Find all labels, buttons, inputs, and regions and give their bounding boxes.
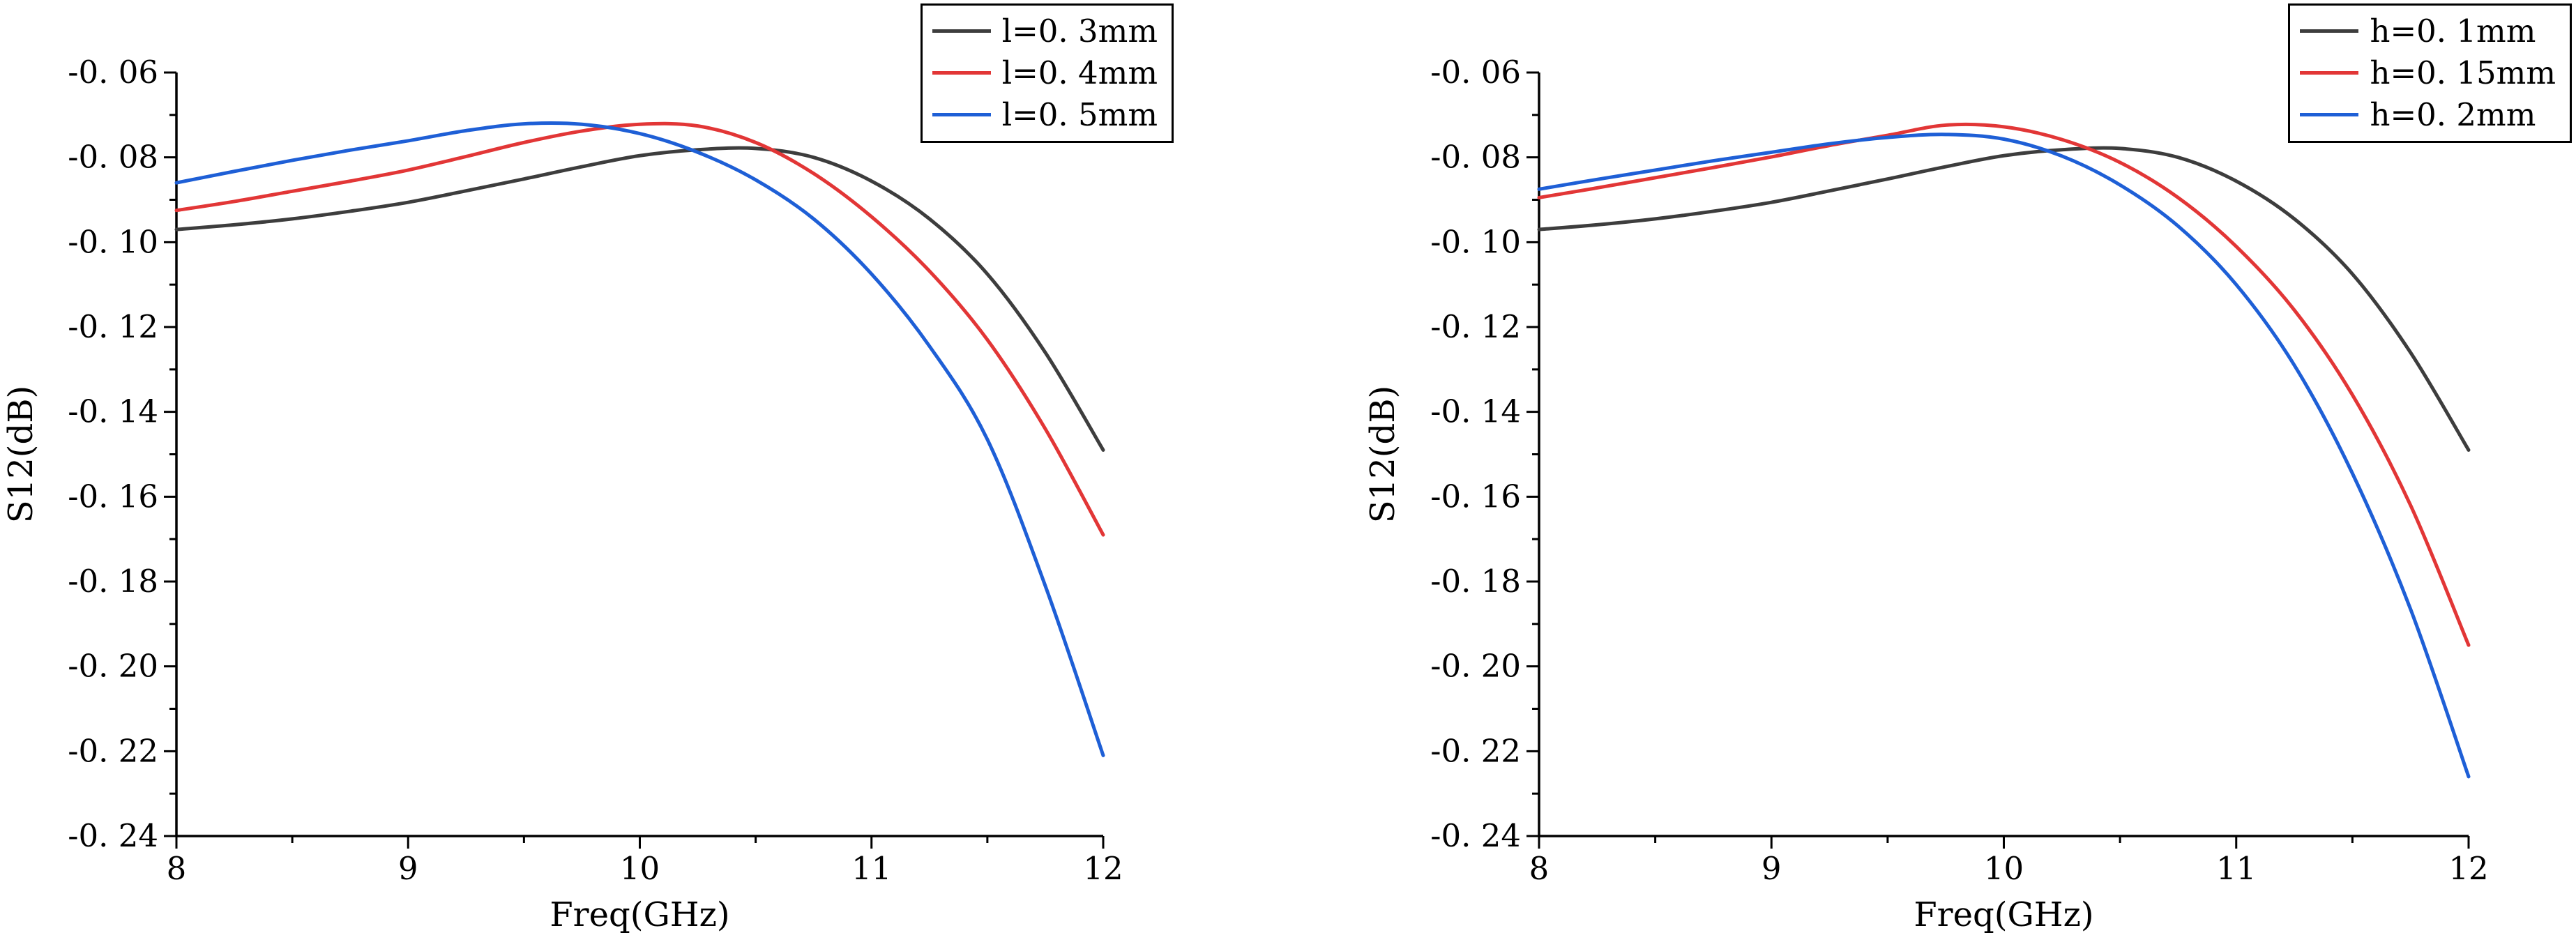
series-line [174, 121, 1105, 757]
x-tick-label: 8 [1529, 850, 1550, 887]
legend-line-swatch [932, 112, 991, 116]
series-line [1537, 146, 2471, 452]
axes [1538, 73, 2469, 837]
x-axis-title: Freq(GHz) [1914, 895, 2093, 934]
y-tick-label: -0. 20 [1430, 648, 1521, 685]
series-line [1537, 122, 2471, 647]
tick-labels: 8 9 10 11 12 -0. 06 -0. 08 -0. 10 -0. 12 -0. 14 -0… [68, 54, 1123, 887]
x-tick-label: 10 [620, 850, 660, 887]
legend-item: l=0. 3mm [932, 10, 1158, 52]
y-tick-label: -0. 12 [1430, 308, 1521, 345]
legend-label: l=0. 5mm [1001, 96, 1158, 133]
x-tick-label: 11 [851, 850, 891, 887]
y-tick-label: -0. 08 [68, 139, 158, 176]
legend-line-swatch [2300, 112, 2359, 116]
x-tick-label: 9 [398, 850, 418, 887]
y-tick-label: -0. 16 [1430, 478, 1521, 515]
x-tick-label: 10 [1984, 850, 2024, 887]
legend-label: h=0. 2mm [2370, 96, 2536, 133]
legend-line-swatch [932, 29, 991, 33]
legend-label: h=0. 1mm [2370, 12, 2536, 50]
series-line [174, 121, 1105, 537]
y-tick-label: -0. 14 [68, 393, 158, 430]
y-tick-label: -0. 14 [1430, 393, 1521, 430]
y-tick-label: -0. 18 [1430, 563, 1521, 600]
y-tick-label: -0. 22 [68, 732, 158, 769]
y-tick-label: -0. 10 [1430, 223, 1521, 260]
axis-ticks [164, 71, 1105, 849]
y-tick-label: -0. 18 [68, 563, 158, 600]
x-axis-title: Freq(GHz) [550, 895, 729, 934]
plot-canvas-left: 8 9 10 11 12 -0. 06 -0. 08 -0. 10 -0. 12 -0. 14 -0… [1, 54, 1123, 934]
y-tick-label: -0. 06 [1430, 54, 1521, 91]
y-tick-label: -0. 08 [1430, 139, 1521, 176]
y-tick-label: -0. 16 [68, 478, 158, 515]
y-tick-label: -0. 20 [68, 648, 158, 685]
legend-item: h=0. 1mm [2300, 10, 2556, 52]
legend-item: l=0. 5mm [932, 93, 1158, 135]
x-tick-label: 12 [1083, 850, 1123, 887]
x-tick-label: 12 [2448, 850, 2488, 887]
y-tick-label: -0. 24 [1430, 817, 1521, 854]
series-line [1537, 132, 2471, 779]
y-axis-title: S12(dB) [1, 386, 40, 523]
y-tick-label: -0. 22 [1430, 732, 1521, 769]
y-tick-label: -0. 24 [68, 817, 158, 854]
legend-label: l=0. 3mm [1001, 12, 1158, 50]
chart-right: 8 9 10 11 12 -0. 06 -0. 08 -0. 10 -0. 12 -0. 14 -0… [1288, 0, 2576, 949]
chart-left: 8 9 10 11 12 -0. 06 -0. 08 -0. 10 -0. 12 -0. 14 -0… [1, 3, 1174, 934]
legend-line-swatch [932, 70, 991, 75]
legend-line-swatch [2300, 70, 2359, 75]
y-tick-label: -0. 12 [68, 308, 158, 345]
legend-item: h=0. 15mm [2300, 52, 2556, 93]
x-tick-label: 8 [167, 850, 187, 887]
x-tick-label: 9 [1761, 850, 1782, 887]
legend-label: l=0. 4mm [1001, 54, 1158, 91]
legend-item: l=0. 4mm [932, 52, 1158, 93]
tick-labels: 8 9 10 11 12 -0. 06 -0. 08 -0. 10 -0. 12 -0. 14 -0… [1430, 54, 2488, 887]
legend-line-swatch [2300, 29, 2359, 33]
axis-ticks [1526, 71, 2470, 849]
plot-canvas-right: 8 9 10 11 12 -0. 06 -0. 08 -0. 10 -0. 12 -0. 14 -0… [1363, 54, 2489, 934]
x-tick-label: 11 [2216, 850, 2256, 887]
legend-box-left: l=0. 3mm l=0. 4mm l=0. 5mm [920, 3, 1174, 143]
y-axis-title: S12(dB) [1363, 386, 1402, 523]
legend-box-right: h=0. 1mm h=0. 15mm h=0. 2mm [2288, 3, 2572, 143]
legend-label: h=0. 15mm [2370, 54, 2556, 91]
y-tick-label: -0. 10 [68, 223, 158, 260]
series-line [174, 146, 1105, 452]
legend-item: h=0. 2mm [2300, 93, 2556, 135]
y-tick-label: -0. 06 [68, 54, 158, 91]
